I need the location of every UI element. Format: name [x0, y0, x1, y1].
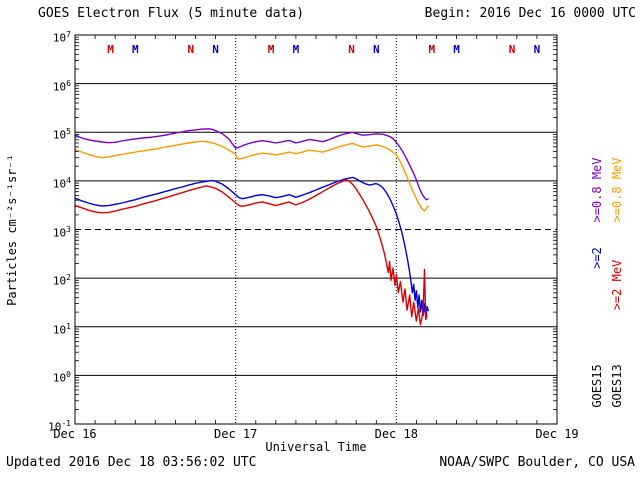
y-tick-label-10e-1: 10-1 — [48, 419, 71, 434]
marker-N-GOES15: N — [534, 43, 541, 56]
exponent: 0 — [66, 370, 71, 380]
vertical-day-gridlines — [235, 35, 397, 424]
y-tick-label-10e4: 104 — [52, 175, 71, 191]
marker-N-GOES15: N — [373, 43, 380, 56]
exponent: 1 — [66, 321, 71, 331]
updated-timestamp: Updated 2016 Dec 18 03:56:02 UTC — [6, 455, 257, 470]
exponent: 7 — [66, 30, 71, 39]
legend-energy-goes15-1: >=2 — [590, 247, 604, 269]
marker-N-GOES13: N — [187, 43, 194, 56]
marker-N-GOES13: N — [509, 43, 516, 56]
x-tick-label-dec-17: Dec 17 — [214, 427, 258, 441]
legend-energy-goes13-0: >=0.8 MeV — [610, 157, 624, 223]
legend-satellite-goes13: GOES13 — [610, 364, 624, 408]
y-tick-label-10e5: 105 — [52, 127, 71, 142]
marker-M-GOES15: M — [453, 43, 460, 56]
series-line-goes15-0-8-mev — [74, 128, 429, 201]
horizontal-gridlines — [75, 83, 557, 376]
legend-energy-goes15-0: >=0.8 MeV — [590, 157, 604, 223]
marker-N-GOES15: N — [212, 43, 219, 56]
chart-title: GOES Electron Flux (5 minute data) — [38, 6, 305, 21]
plot-border — [74, 34, 558, 425]
exponent: 3 — [66, 224, 71, 234]
y-tick-label-10e3: 103 — [52, 224, 71, 240]
exponent: 5 — [66, 127, 71, 137]
marker-M-GOES15: M — [293, 43, 300, 56]
exponent: 6 — [66, 78, 71, 88]
exponent: -1 — [61, 419, 71, 428]
marker-M-GOES13: M — [428, 43, 435, 56]
begin-timestamp: Begin: 2016 Dec 16 0000 UTC — [424, 6, 636, 21]
legend-energy-goes13-1: >=2 MeV — [610, 259, 624, 311]
y-tick-label-10e6: 106 — [52, 78, 71, 94]
y-tick-label-10e0: 100 — [52, 370, 71, 386]
series-line-goes13-0-8-mev — [74, 140, 430, 212]
series-line-goes13-2-mev — [74, 179, 428, 326]
exponent: 2 — [66, 273, 71, 283]
marker-M-GOES13: M — [107, 43, 114, 56]
source-credit: NOAA/SWPC Boulder, CO USA — [439, 455, 635, 470]
x-tick-label-dec-18: Dec 18 — [374, 427, 418, 441]
exponent: 4 — [66, 175, 71, 185]
x-tick-label-dec-16: Dec 16 — [53, 427, 97, 441]
y-axis-title: Particles cm⁻²s⁻¹sr⁻¹ — [5, 154, 19, 306]
series-line-goes15-2-mev — [74, 176, 430, 319]
x-axis-title: Universal Time — [265, 440, 367, 454]
y-tick-label-10e1: 101 — [52, 321, 71, 337]
y-tick-label-10e2: 102 — [52, 273, 71, 288]
legend-satellite-goes15: GOES15 — [590, 364, 604, 408]
marker-N-GOES13: N — [348, 43, 355, 56]
y-tick-label-10e7: 107 — [52, 30, 71, 45]
marker-M-GOES13: M — [268, 43, 275, 56]
x-tick-label-dec-19: Dec 19 — [535, 427, 579, 441]
marker-M-GOES15: M — [132, 43, 139, 56]
